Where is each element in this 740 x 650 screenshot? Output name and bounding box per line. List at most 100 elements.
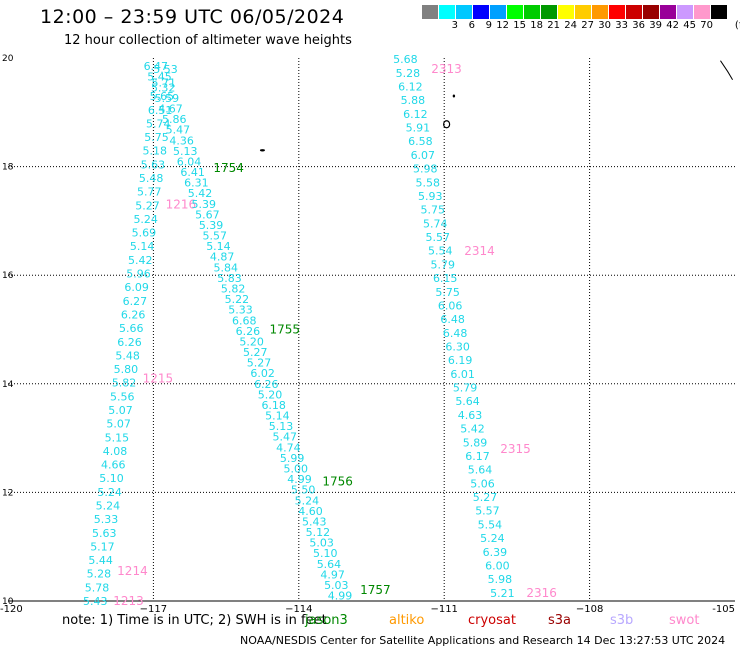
wave-height-label: 6.30 [445, 341, 470, 354]
legend-swatch [643, 5, 660, 19]
wave-height-label: 4.74 [276, 441, 301, 454]
legend-value: 3 [451, 20, 458, 31]
legend-value: 15 [513, 20, 526, 31]
wave-height-label: 5.14 [206, 240, 231, 253]
legend-value: 45 [683, 20, 696, 31]
wave-height-label: 4.87 [210, 251, 235, 264]
legend-value: 42 [666, 20, 679, 31]
wave-height-label: 5.24 [480, 532, 505, 545]
wave-height-label: 6.15 [433, 272, 458, 285]
legend-value: 24 [564, 20, 577, 31]
wave-height-label: 5.98 [413, 163, 438, 176]
lat-tick-label: 16 [2, 271, 14, 281]
wave-height-label: 5.00 [284, 463, 309, 476]
wave-height-label: 5.59 [155, 92, 180, 105]
wave-height-label: 5.57 [203, 230, 228, 243]
wave-height-label: 5.43 [302, 515, 327, 528]
wave-height-label: 4.63 [458, 409, 483, 422]
wave-height-label: 5.39 [191, 198, 216, 211]
wave-height-label: 4.97 [320, 568, 345, 581]
wave-height-label: 5.21 [490, 587, 515, 600]
wave-height-label: 6.68 [232, 314, 257, 327]
legend-swatch [507, 5, 524, 19]
wave-height-label: 6.58 [408, 135, 433, 148]
satellite-s3a: s3a [548, 613, 572, 628]
wave-height-label: 5.63 [141, 158, 166, 171]
wave-height-label: 6.02 [250, 367, 275, 380]
time-label: 1214 [117, 564, 148, 578]
wave-height-label: 4.99 [328, 590, 353, 603]
legend-value: 12 [496, 20, 509, 31]
wave-height-label: 6.48 [443, 327, 468, 340]
island-socorro [443, 120, 451, 129]
legend-swatch [439, 5, 456, 19]
wave-height-label: 5.03 [324, 579, 349, 592]
lon-tick-label: −114 [285, 604, 312, 615]
wave-height-label: 5.77 [137, 186, 162, 199]
wave-height-label: 5.82 [112, 377, 137, 390]
time-label: 2313 [431, 62, 462, 76]
wave-height-label: 5.74 [146, 117, 171, 130]
lon-tick-label: -105 [712, 604, 735, 615]
satellite-cryosat: cryosat [468, 613, 516, 628]
wave-height-label: 6.07 [411, 149, 436, 162]
wave-height-label: 5.06 [470, 477, 495, 490]
wave-height-label: 5.64 [455, 395, 480, 408]
wave-height-label: 5.03 [309, 537, 334, 550]
legend-swatch [660, 5, 677, 19]
time-label: 1216 [166, 198, 197, 212]
wave-height-label: 6.48 [440, 313, 465, 326]
wave-height-label: 4.67 [158, 102, 183, 115]
time-label: 1215 [143, 371, 174, 385]
wave-height-label: 5.10 [99, 472, 124, 485]
wave-height-label: 5.58 [416, 176, 441, 189]
wave-height-label: 5.86 [162, 113, 187, 126]
wave-height-label: 4.66 [101, 459, 126, 472]
wave-height-label: 5.57 [475, 505, 500, 518]
wave-height-label: 5.14 [265, 410, 290, 423]
time-label: 1754 [213, 161, 244, 175]
time-label: 1213 [113, 594, 144, 608]
wave-height-label: 5.20 [239, 335, 264, 348]
lon-tick-label: −111 [430, 604, 457, 615]
wave-height-label: 6.06 [438, 299, 463, 312]
lat-tick-label: 14 [2, 380, 14, 390]
wave-height-label: 6.19 [448, 354, 473, 367]
wave-height-label: 5.68 [393, 53, 418, 66]
altimeter-tracks: 5.535.715.656.515.745.755.185.635.485.77… [83, 53, 557, 608]
wave-height-label: 5.79 [453, 382, 478, 395]
wave-height-label: 5.18 [142, 145, 167, 158]
legend-swatch [575, 5, 592, 19]
wave-height-label: 6.12 [398, 80, 423, 93]
legend-swatch [694, 5, 711, 19]
wave-height-label: 6.26 [121, 308, 146, 321]
lon-tick-label: -120 [0, 604, 23, 615]
island-clarion [259, 149, 265, 152]
wave-height-label: 4.99 [287, 473, 312, 486]
legend-unit: (ft) [734, 20, 740, 31]
wave-height-label: 6.26 [236, 325, 261, 338]
track-a: 5.535.715.656.515.745.755.185.635.485.77… [83, 63, 196, 608]
chart-title: 12:00 – 23:59 UTC 06/05/2024 [40, 6, 345, 28]
wave-height-label: 5.42 [128, 254, 153, 267]
wave-height-label: 5.45 [147, 71, 172, 84]
wave-height-label: 5.56 [110, 390, 135, 403]
legend-swatch [711, 5, 728, 19]
wave-height-label: 5.42 [188, 187, 213, 200]
legend-value: 36 [632, 20, 645, 31]
wave-height-label: 5.42 [460, 423, 485, 436]
time-label: 1755 [269, 323, 300, 337]
legend-swatch [677, 5, 694, 19]
legend-swatch [422, 5, 439, 19]
wave-height-label: 5.75 [421, 204, 446, 217]
wave-height-label: 6.04 [177, 155, 202, 168]
legend-swatch [626, 5, 643, 19]
legend-swatch [473, 5, 490, 19]
lon-tick-label: −117 [140, 604, 167, 615]
legend-swatch [592, 5, 609, 19]
wave-height-label: 6.17 [465, 450, 490, 463]
legend-value: 70 [700, 20, 713, 31]
wave-height-label: 5.50 [291, 484, 316, 497]
